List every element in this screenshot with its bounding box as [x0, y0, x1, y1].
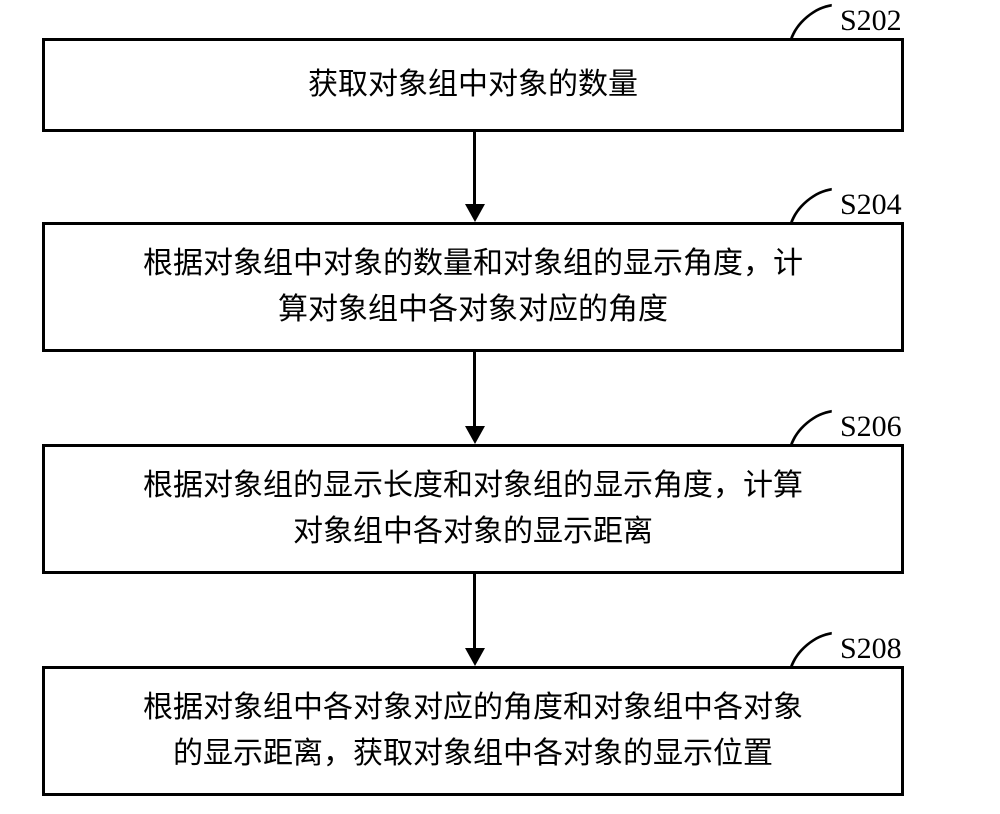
step-s208-text: 根据对象组中各对象对应的角度和对象组中各对象 的显示距离，获取对象组中各对象的显…: [143, 685, 803, 778]
step-s202: 获取对象组中对象的数量: [42, 38, 904, 132]
label-s204: S204: [840, 188, 902, 222]
step-s206: 根据对象组的显示长度和对象组的显示角度，计算 对象组中各对象的显示距离: [42, 444, 904, 574]
arrow-1-line: [473, 132, 476, 204]
step-s204: 根据对象组中对象的数量和对象组的显示角度，计 算对象组中各对象对应的角度: [42, 222, 904, 352]
flowchart-canvas: ⌒ S202 获取对象组中对象的数量 ⌒ S204 根据对象组中对象的数量和对象…: [0, 0, 1000, 814]
label-s202: S202: [840, 4, 902, 38]
arrow-3-head: [465, 648, 485, 666]
arrow-3-line: [473, 574, 476, 648]
arrow-2-head: [465, 426, 485, 444]
step-s202-text: 获取对象组中对象的数量: [308, 62, 638, 109]
step-s204-text: 根据对象组中对象的数量和对象组的显示角度，计 算对象组中各对象对应的角度: [143, 241, 803, 334]
label-s206: S206: [840, 410, 902, 444]
arrow-1-head: [465, 204, 485, 222]
label-s208: S208: [840, 632, 902, 666]
arrow-2-line: [473, 352, 476, 426]
step-s208: 根据对象组中各对象对应的角度和对象组中各对象 的显示距离，获取对象组中各对象的显…: [42, 666, 904, 796]
step-s206-text: 根据对象组的显示长度和对象组的显示角度，计算 对象组中各对象的显示距离: [143, 463, 803, 556]
